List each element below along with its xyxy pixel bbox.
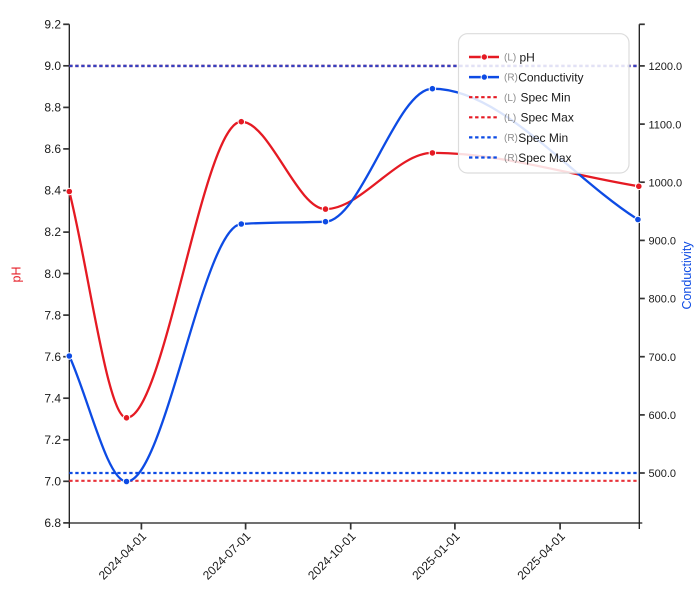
svg-text:8.0: 8.0	[44, 267, 61, 281]
svg-text:(L): (L)	[504, 93, 516, 104]
svg-text:9.2: 9.2	[44, 18, 61, 32]
svg-text:pH: pH	[520, 50, 535, 64]
svg-text:8.6: 8.6	[44, 142, 61, 156]
svg-text:Conductivity: Conductivity	[680, 241, 694, 310]
svg-text:7.0: 7.0	[44, 475, 61, 489]
svg-text:8.8: 8.8	[44, 101, 61, 115]
svg-text:6.8: 6.8	[44, 516, 61, 530]
svg-text:Spec Max: Spec Max	[518, 151, 571, 165]
svg-text:9.0: 9.0	[44, 59, 61, 73]
svg-text:8.2: 8.2	[44, 225, 61, 239]
svg-text:Spec Min: Spec Min	[518, 131, 568, 145]
svg-text:7.6: 7.6	[44, 350, 61, 364]
svg-text:700.0: 700.0	[649, 352, 677, 364]
svg-text:7.4: 7.4	[44, 391, 61, 405]
svg-text:Spec Max: Spec Max	[521, 111, 574, 125]
svg-text:pH: pH	[10, 267, 24, 283]
svg-text:500.0: 500.0	[649, 468, 677, 480]
svg-text:8.4: 8.4	[44, 184, 61, 198]
svg-text:(L): (L)	[504, 53, 516, 64]
svg-text:7.2: 7.2	[44, 433, 61, 447]
svg-text:7.8: 7.8	[44, 308, 61, 322]
svg-text:(R): (R)	[504, 153, 518, 164]
svg-text:(L): (L)	[504, 113, 516, 124]
svg-text:Spec Min: Spec Min	[521, 91, 571, 105]
svg-text:(R): (R)	[504, 133, 518, 144]
svg-text:Conductivity: Conductivity	[518, 71, 583, 85]
svg-text:1100.0: 1100.0	[649, 119, 682, 131]
svg-text:1000.0: 1000.0	[649, 177, 683, 189]
svg-text:900.0: 900.0	[649, 236, 677, 248]
svg-text:600.0: 600.0	[649, 410, 677, 422]
svg-text:1200.0: 1200.0	[649, 61, 683, 73]
svg-text:800.0: 800.0	[649, 294, 677, 306]
svg-text:(R): (R)	[504, 73, 518, 84]
